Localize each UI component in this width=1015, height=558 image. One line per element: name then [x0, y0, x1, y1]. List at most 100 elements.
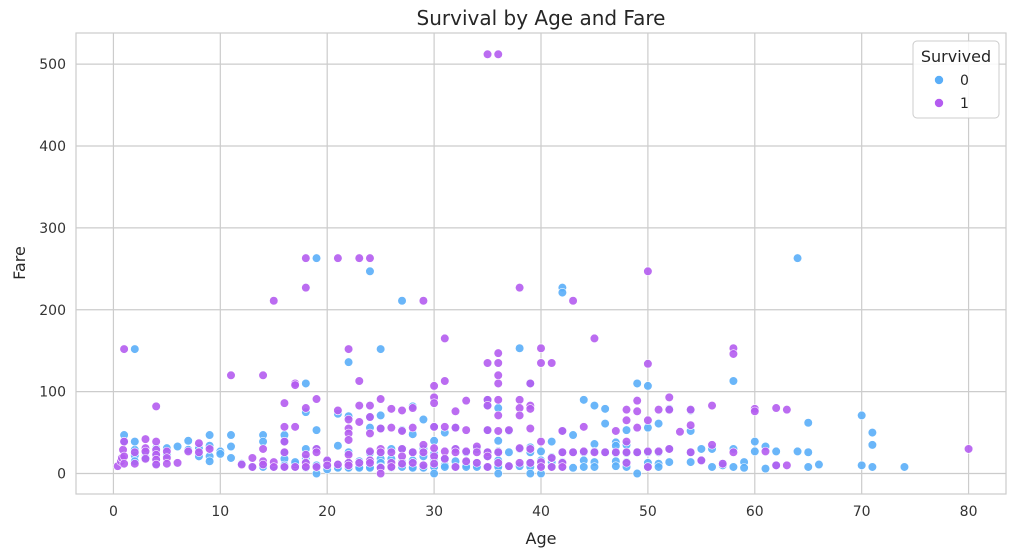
data-point-survived-1 [482, 462, 493, 472]
data-point-survived-1 [365, 253, 375, 263]
legend-marker-0 [934, 75, 944, 85]
x-tick-label: 70 [853, 504, 871, 520]
data-point-survived-1 [536, 462, 546, 472]
data-point-survived-1 [429, 398, 439, 408]
data-point-survived-0 [493, 468, 503, 479]
data-point-survived-1 [397, 426, 407, 436]
data-point-survived-1 [301, 403, 311, 413]
data-point-survived-0 [857, 410, 867, 420]
data-point-survived-0 [429, 468, 439, 479]
data-point-survived-0 [600, 404, 610, 414]
data-point-survived-1 [119, 344, 129, 354]
data-point-survived-0 [792, 446, 803, 457]
data-point-survived-1 [429, 443, 439, 453]
data-point-survived-1 [675, 427, 685, 437]
data-point-survived-1 [493, 458, 503, 468]
x-tick-label: 50 [639, 504, 657, 520]
data-point-survived-1 [493, 370, 503, 380]
x-axis-label: Age [526, 529, 557, 548]
x-tick-label: 40 [532, 504, 550, 520]
data-point-survived-0 [397, 296, 407, 306]
data-point-survived-1 [664, 392, 674, 402]
data-point-survived-0 [857, 460, 867, 470]
data-point-survived-1 [301, 462, 311, 472]
data-point-survived-1 [472, 447, 482, 457]
data-point-survived-1 [333, 459, 343, 470]
data-point-survived-1 [354, 458, 364, 468]
data-point-survived-1 [386, 447, 396, 457]
data-point-survived-0 [621, 425, 632, 435]
data-point-survived-0 [867, 427, 877, 438]
legend-marker-1 [934, 98, 944, 108]
data-point-survived-0 [376, 344, 386, 354]
data-point-survived-1 [611, 426, 621, 436]
data-point-survived-1 [536, 436, 546, 447]
data-point-survived-1 [172, 458, 183, 468]
data-point-survived-1 [482, 400, 493, 411]
data-point-survived-1 [461, 425, 471, 435]
data-point-survived-1 [632, 447, 642, 457]
legend-label-0: 0 [960, 73, 969, 89]
data-point-survived-1 [728, 447, 739, 457]
data-point-survived-0 [130, 436, 140, 447]
data-point-survived-1 [525, 444, 535, 454]
data-point-survived-1 [493, 395, 503, 405]
data-point-survived-1 [536, 343, 546, 353]
data-point-survived-1 [151, 436, 161, 447]
data-point-survived-1 [707, 400, 717, 411]
data-point-survived-1 [493, 358, 503, 368]
data-point-survived-1 [151, 459, 161, 470]
data-point-survived-0 [557, 287, 567, 298]
data-point-survived-1 [365, 428, 375, 439]
data-point-survived-1 [301, 450, 311, 460]
data-point-survived-1 [258, 444, 268, 454]
data-point-survived-1 [269, 462, 279, 472]
data-point-survived-1 [194, 447, 204, 457]
data-point-survived-1 [343, 344, 354, 354]
data-point-survived-0 [579, 395, 589, 405]
data-point-survived-1 [621, 415, 632, 425]
data-point-survived-1 [493, 410, 503, 420]
data-point-survived-0 [205, 430, 215, 440]
data-point-survived-0 [579, 462, 589, 472]
data-point-survived-1 [140, 454, 151, 464]
data-point-survived-1 [279, 436, 290, 447]
x-tick-label: 30 [425, 504, 443, 520]
data-point-survived-1 [279, 462, 290, 472]
data-point-survived-0 [525, 468, 535, 479]
data-point-survived-0 [333, 441, 343, 451]
data-point-survived-0 [311, 253, 322, 263]
data-point-survived-1 [258, 459, 268, 470]
data-point-survived-0 [867, 462, 877, 472]
data-point-survived-1 [333, 405, 343, 416]
data-point-survived-1 [653, 405, 664, 415]
data-point-survived-0 [707, 462, 717, 472]
data-point-survived-1 [482, 358, 493, 368]
y-tick-label: 300 [39, 221, 66, 237]
x-tick-label: 0 [109, 504, 118, 520]
data-point-survived-1 [686, 405, 696, 415]
data-point-survived-1 [237, 459, 247, 470]
data-point-survived-1 [343, 450, 354, 460]
data-point-survived-1 [632, 396, 642, 406]
data-point-survived-1 [461, 456, 471, 466]
y-tick-label: 0 [57, 467, 66, 483]
data-point-survived-0 [632, 378, 642, 389]
data-point-survived-1 [408, 447, 418, 457]
data-point-survived-1 [493, 447, 503, 457]
data-point-survived-1 [440, 422, 450, 432]
data-point-survived-0 [493, 436, 503, 446]
data-point-survived-0 [803, 462, 813, 472]
data-point-survived-1 [151, 401, 161, 411]
data-point-survived-1 [493, 49, 503, 59]
data-point-survived-1 [450, 462, 461, 472]
data-point-survived-1 [643, 446, 653, 457]
data-point-survived-0 [536, 446, 546, 457]
data-point-survived-1 [183, 446, 193, 457]
data-point-survived-1 [547, 453, 557, 463]
data-point-survived-1 [354, 400, 364, 411]
data-point-survived-1 [568, 296, 578, 306]
data-point-survived-1 [333, 253, 343, 263]
